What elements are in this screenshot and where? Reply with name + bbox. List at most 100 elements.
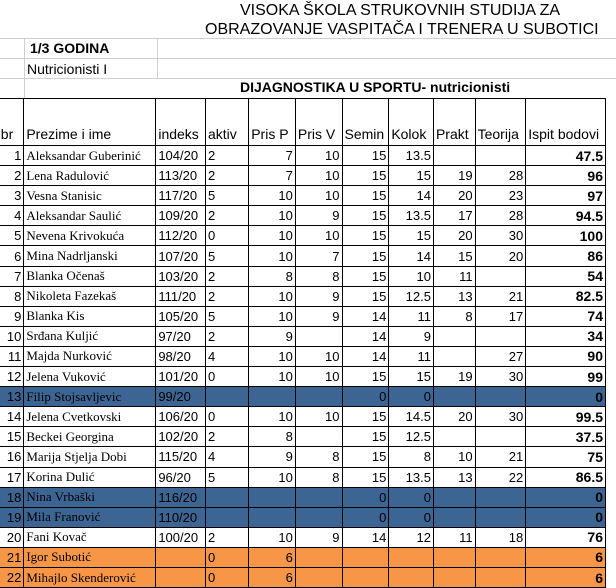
cell: 9 [294,285,343,307]
cell: 10 [294,144,343,167]
cell: 0 [204,566,250,588]
cell: 19 [0,506,25,528]
cell: Vesna Stanisic [23,185,157,207]
cell [432,566,476,588]
cell: 30 [474,366,527,388]
cell [294,506,343,528]
cell: 10 [294,185,343,207]
cell: 0 [388,506,434,528]
cell: 10 [432,446,476,468]
cell: 9 [294,526,343,548]
cell: Srđana Kuljić [23,325,157,347]
cell: 15 [341,144,390,167]
cell: 21 [0,546,25,568]
column-header: Semin [341,98,390,146]
cell: 15 [341,285,390,307]
cell: 16 [0,446,25,468]
cell: 2 [204,526,250,548]
cell: 8 [294,466,343,488]
cell: 15 [341,366,390,388]
data-row: 7 Blanka Očenaš 103/20 2 8 8 15 10 11 54 [0,265,606,287]
cell: Mina Nadrljanski [23,245,157,267]
cell: 11 [432,526,476,548]
data-row: 18 Nina Vrbaški 116/20 0 0 0 [0,486,606,508]
cell: 82.5 [525,285,606,307]
cell: 20 [474,245,527,267]
cell: 0 [204,225,250,247]
cell [432,486,476,508]
cell [474,144,527,167]
cell: 9 [248,446,296,468]
cell: 14 [341,325,390,347]
cell: 11 [388,305,434,327]
cell: 104/20 [155,144,206,167]
cell: 10 [248,345,296,368]
data-row: 4 Aleksandar Saulić 109/20 2 10 9 15 13.5 17 28 94… [0,205,606,227]
cell: 0 [525,486,606,508]
cell: 10 [248,406,296,428]
cell: 6 [525,546,606,568]
cell: 7 [248,144,296,167]
cell: 34 [525,325,606,347]
cell: Mihajlo Skenderović [23,566,157,588]
cell [432,546,476,568]
cell: 20 [0,526,25,548]
cell [388,566,434,588]
cell: 37.5 [525,426,606,448]
data-row: 13 Filip Stojsavljevic 99/20 0 0 0 [0,386,606,408]
data-row: 19 Mila Franović 110/20 0 0 0 [0,506,606,528]
cell: 15 [388,165,434,187]
cell: 0 [388,486,434,508]
cell [294,546,343,568]
cell: Nevena Krivokuća [23,225,157,247]
cell: 17 [0,466,25,488]
cell: 8 [432,305,476,327]
cell: 5 [204,185,250,207]
cell: 10 [294,225,343,247]
cell: Filip Stojsavljevic [23,386,157,408]
year: 1/3 GODINA [30,40,110,56]
cell: 14 [388,185,434,207]
cell: Blanka Očenaš [23,265,157,287]
cell: 14 [341,305,390,327]
cell: 12 [0,366,25,388]
column-header: indeks [155,98,206,146]
cell: 19 [432,366,476,388]
cell [294,486,343,508]
cell: 8 [388,446,434,468]
cell: Majda Nurković [23,345,157,368]
cell: 13.5 [388,205,434,227]
data-row: 15 Beckei Georgina 102/20 2 8 15 12.5 37.5 [0,426,606,448]
cell: 15 [341,265,390,287]
title-line: OBRAZOVANJE VASPITAČA I TRENERA U SUBOTI… [205,21,599,38]
column-header: Ispit bodovi [525,98,606,146]
cell [204,386,250,408]
cell [294,386,343,408]
cell: 47.5 [525,144,606,167]
cell: 8 [0,285,25,307]
cell: 11 [432,265,476,287]
cell: 15 [0,426,25,448]
cell: 22 [474,466,527,488]
cell [204,486,250,508]
cell: 13 [0,386,25,408]
cell: 106/20 [155,406,206,428]
cell: 3 [0,185,25,207]
cell: 27 [474,345,527,368]
cell: 75 [525,446,606,468]
cell: 20 [432,225,476,247]
cell: 11 [388,345,434,368]
cell [432,345,476,368]
data-row: 8 Nikoleta Fazekaš 111/20 2 10 9 15 12.5 13 21 82.… [0,285,606,307]
data-row: 21 Igor Subotić 0 6 6 [0,546,606,568]
cell: 9 [248,325,296,347]
cell [204,506,250,528]
cell: 10 [294,406,343,428]
column-header: Kolok [388,98,434,146]
cell: 13 [432,285,476,307]
cell: 112/20 [155,225,206,247]
data-row: 12 Jelena Vuković 101/20 0 10 10 15 15 19 30 99 [0,366,606,388]
cell: 102/20 [155,426,206,448]
